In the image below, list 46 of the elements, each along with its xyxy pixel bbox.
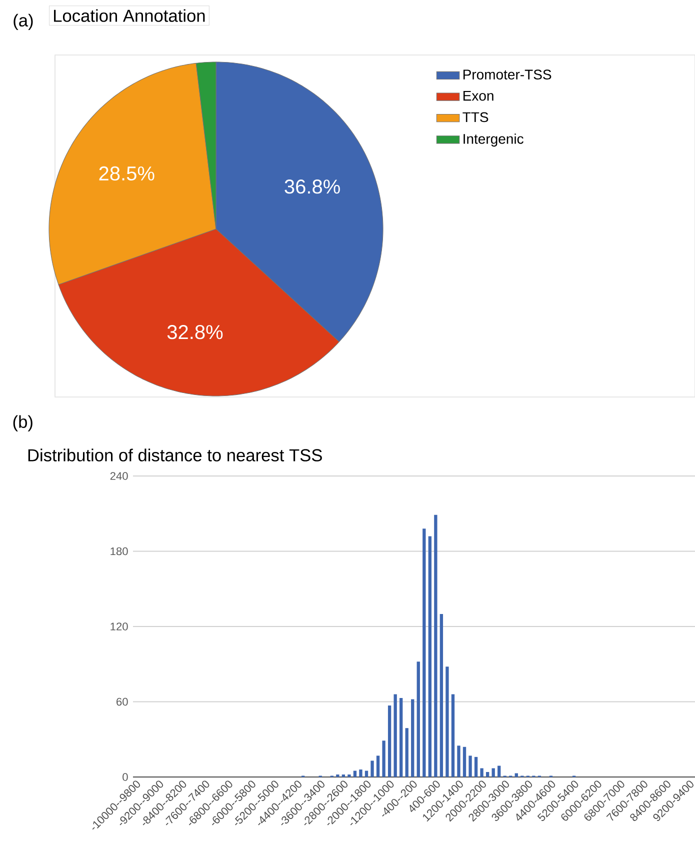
chart-title: Location Annotation (54, 9, 205, 22)
bar (394, 694, 397, 777)
bar (382, 740, 386, 777)
bar (498, 766, 501, 777)
data-label: 28.5% (99, 166, 154, 181)
bar (428, 536, 432, 777)
bar (451, 694, 455, 777)
legend-label: Intergenic (464, 134, 524, 147)
bar (376, 756, 380, 777)
legend-label: Promoter-TSS (463, 70, 552, 80)
bar (446, 666, 449, 777)
bar (364, 770, 368, 777)
bar (342, 774, 346, 777)
bar (468, 756, 472, 777)
bar (370, 760, 374, 777)
legend-label: Exon (463, 90, 494, 101)
y-tick-label: 120 (110, 622, 128, 630)
chart-title: Distribution of distance to nearest TSS (28, 448, 322, 462)
bar (480, 768, 484, 777)
data-label: 36.8% (284, 180, 340, 194)
bar (474, 756, 478, 777)
text: (b) (13, 415, 32, 432)
legend-label: TTS (462, 112, 488, 122)
bar (359, 769, 362, 777)
bar (486, 772, 490, 777)
bar (440, 614, 444, 777)
y-tick-label: 0 (122, 773, 128, 781)
bar (388, 706, 392, 777)
data-label: 32.8% (167, 324, 223, 340)
bar (434, 514, 438, 777)
bar (405, 728, 408, 777)
bar (457, 746, 460, 777)
bar (416, 662, 420, 777)
bar (462, 746, 466, 777)
bar (422, 528, 426, 777)
bar (492, 768, 495, 777)
y-tick-label: 180 (110, 547, 128, 556)
y-tick-label: 60 (116, 698, 128, 706)
text: (a) (14, 14, 33, 30)
bar (400, 698, 403, 777)
bar (514, 773, 518, 777)
bar (336, 774, 340, 777)
bar (348, 774, 351, 777)
y-tick-label: 240 (110, 472, 128, 480)
bar (411, 699, 414, 777)
bar (353, 770, 357, 777)
